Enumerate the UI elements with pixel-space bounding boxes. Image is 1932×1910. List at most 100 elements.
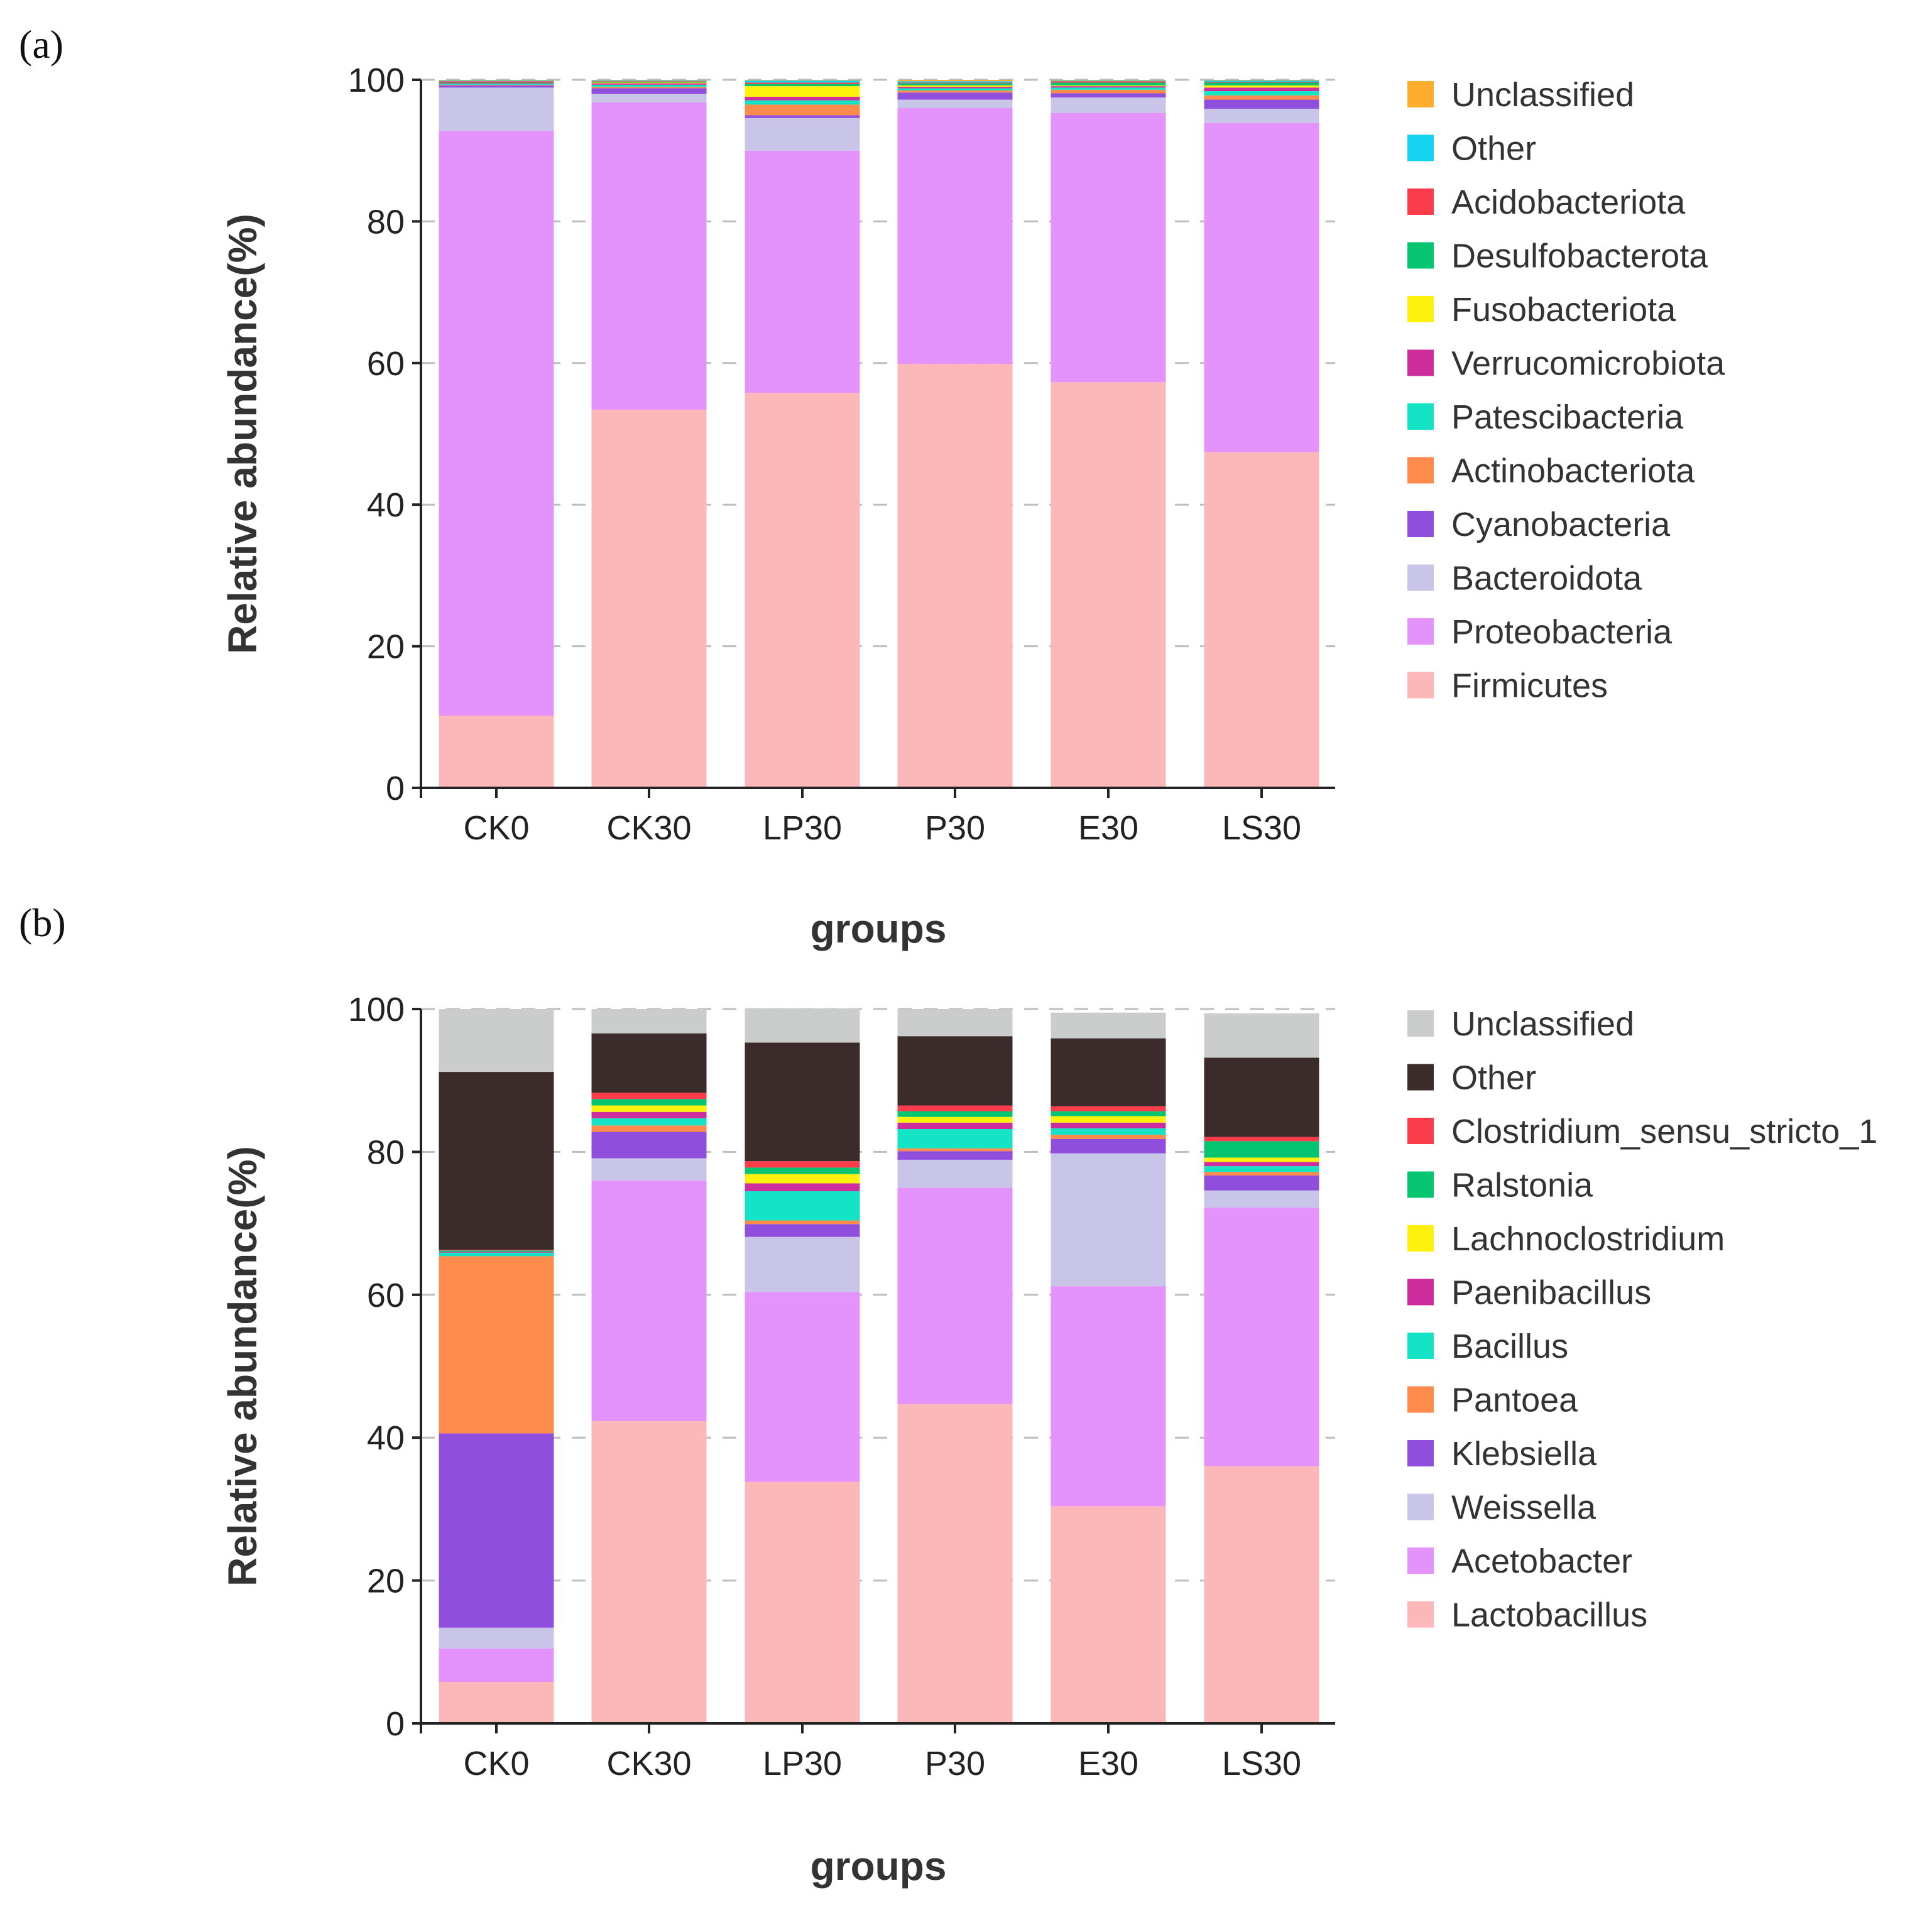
- bar-segment-ck0-pantoea: [439, 1256, 554, 1434]
- bar-segment-ck0-acetobacter: [439, 1648, 554, 1683]
- bar-segment-e30-lachnoclostridium: [1051, 1116, 1166, 1123]
- panel-label: (b): [19, 900, 66, 945]
- bar-segment-e30-unclassified: [1051, 1012, 1166, 1039]
- legend-swatch: [1407, 564, 1434, 591]
- legend-label: Verrucomicrobiota: [1451, 345, 1725, 383]
- y-tick-label: 100: [348, 991, 405, 1029]
- bar-segment-ck30-lachnoclostridium: [591, 1105, 707, 1112]
- legend-label: Lactobacillus: [1451, 1596, 1647, 1634]
- bar-segment-ck30-firmicutes: [591, 410, 707, 788]
- legend-swatch: [1407, 1010, 1434, 1037]
- bar-segment-ls30-clostridium-sensu-stricto-1: [1204, 1137, 1319, 1142]
- bar-segment-lp30-weissella: [745, 1236, 860, 1292]
- legend-swatch: [1407, 1547, 1434, 1574]
- bar-segment-p30-actinobacteriota: [897, 90, 1013, 93]
- bar-segment-e30-desulfobacterota: [1051, 82, 1166, 86]
- bar-segment-ck0-paenibacillus: [439, 1252, 554, 1253]
- bar-segment-ls30-proteobacteria: [1204, 123, 1319, 452]
- bar-segment-e30-lactobacillus: [1051, 1506, 1166, 1723]
- legend-label: Patescibacteria: [1451, 398, 1684, 436]
- bar-segment-lp30-acetobacter: [745, 1292, 860, 1482]
- legend-label: Ralstonia: [1451, 1167, 1593, 1204]
- legend-label: Paenibacillus: [1451, 1274, 1651, 1312]
- bar-segment-p30-weissella: [897, 1159, 1013, 1188]
- bar-segment-ck30-fusobacteriota: [591, 82, 707, 84]
- bar-segment-p30-firmicutes: [897, 363, 1013, 788]
- bar-segment-e30-patescibacteria: [1051, 87, 1166, 90]
- x-tick-label: LP30: [763, 809, 842, 847]
- bar-segment-ck30-other: [591, 1033, 707, 1093]
- bar-segment-lp30-other: [745, 80, 860, 83]
- legend-label: Bacillus: [1451, 1328, 1568, 1365]
- bar-segment-ls30-weissella: [1204, 1190, 1319, 1208]
- bar-segment-p30-lactobacillus: [897, 1404, 1013, 1723]
- bar-segment-ck0-acidobacteriota: [439, 81, 554, 83]
- legend-swatch: [1407, 1440, 1434, 1466]
- legend-swatch: [1407, 511, 1434, 537]
- bar-segment-ck0-unclassified: [439, 1009, 554, 1072]
- bar-segment-ck30-patescibacteria: [591, 84, 707, 87]
- legend-label: Cyanobacteria: [1451, 506, 1671, 543]
- legend-swatch: [1407, 1225, 1434, 1252]
- bar-segment-e30-pantoea: [1051, 1135, 1166, 1139]
- x-tick-label: P30: [925, 809, 985, 847]
- bar-segment-p30-bacteroidota: [897, 99, 1013, 109]
- bar-segment-p30-patescibacteria: [897, 88, 1013, 90]
- bar-segment-ls30-unclassified: [1204, 1013, 1319, 1058]
- bar-segment-p30-other: [897, 1036, 1013, 1106]
- bar-segment-ls30-fusobacteriota: [1204, 85, 1319, 88]
- x-tick-label: LS30: [1222, 1745, 1301, 1782]
- bar-segment-e30-clostridium-sensu-stricto-1: [1051, 1106, 1166, 1111]
- bar-segment-ck30-clostridium-sensu-stricto-1: [591, 1093, 707, 1100]
- bar-segment-ls30-paenibacillus: [1204, 1162, 1319, 1167]
- legend-swatch: [1407, 296, 1434, 322]
- legend-swatch: [1407, 1493, 1434, 1520]
- bar-segment-ls30-lactobacillus: [1204, 1466, 1319, 1723]
- bar-segment-e30-paenibacillus: [1051, 1122, 1166, 1128]
- legend-label: Unclassified: [1451, 76, 1634, 114]
- bar-segment-e30-firmicutes: [1051, 382, 1166, 788]
- bar-segment-p30-lachnoclostridium: [897, 1116, 1013, 1123]
- bar-segment-ck30-acidobacteriota: [591, 81, 707, 82]
- bar-segment-e30-klebsiella: [1051, 1138, 1166, 1154]
- bar-segment-ck30-pantoea: [591, 1125, 707, 1132]
- bar-segment-lp30-patescibacteria: [745, 100, 860, 105]
- bar-segment-ls30-other: [1204, 80, 1319, 82]
- bar-segment-ck0-other: [439, 1072, 554, 1250]
- bar-segment-p30-paenibacillus: [897, 1122, 1013, 1130]
- bar-segment-p30-ralstonia: [897, 1111, 1013, 1117]
- bar-segment-ck30-ralstonia: [591, 1099, 707, 1106]
- bar-segment-lp30-other: [745, 1042, 860, 1162]
- legend-swatch: [1407, 457, 1434, 484]
- y-tick-label: 20: [367, 1563, 405, 1600]
- bar-segment-e30-ralstonia: [1051, 1111, 1166, 1116]
- bar-segment-ck0-desulfobacterota: [439, 82, 554, 84]
- bar-segment-ck30-acetobacter: [591, 1180, 707, 1422]
- legend-swatch: [1407, 349, 1434, 376]
- bar-segment-ck0-patescibacteria: [439, 84, 554, 85]
- bar-segment-ck30-weissella: [591, 1158, 707, 1181]
- bar-segment-ck0-other: [439, 80, 554, 82]
- bar-segment-ck0-proteobacteria: [439, 131, 554, 716]
- bar-segment-ck30-actinobacteriota: [591, 87, 707, 89]
- bar-segment-ls30-desulfobacterota: [1204, 82, 1319, 86]
- bar-segment-lp30-bacteroidota: [745, 117, 860, 151]
- x-tick-label: E30: [1078, 809, 1138, 847]
- bar-segment-ls30-pantoea: [1204, 1172, 1319, 1176]
- bar-segment-lp30-desulfobacterota: [745, 84, 860, 87]
- bar-segment-e30-proteobacteria: [1051, 112, 1166, 383]
- bar-segment-lp30-pantoea: [745, 1220, 860, 1225]
- y-tick-label: 20: [367, 628, 405, 666]
- bar-segment-ck0-klebsiella: [439, 1433, 554, 1628]
- legend-label: Lachnoclostridium: [1451, 1220, 1725, 1258]
- legend-swatch: [1407, 1118, 1434, 1144]
- bar-segment-ck30-other: [591, 80, 707, 82]
- bar-segment-lp30-unclassified: [745, 1008, 860, 1043]
- bar-segment-ls30-bacteroidota: [1204, 109, 1319, 123]
- bar-segment-lp30-lactobacillus: [745, 1482, 860, 1723]
- bar-segment-lp30-klebsiella: [745, 1224, 860, 1237]
- y-tick-label: 80: [367, 1133, 405, 1171]
- y-tick-label: 40: [367, 486, 405, 524]
- y-tick-label: 40: [367, 1419, 405, 1457]
